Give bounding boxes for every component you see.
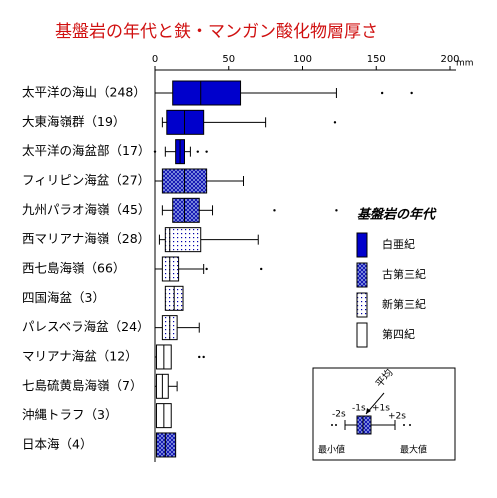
category-label: 太平洋の海盆部（17） bbox=[22, 143, 150, 158]
category-label: フィリピン海盆（27） bbox=[22, 172, 150, 187]
extreme-point bbox=[196, 150, 199, 153]
extreme-point bbox=[380, 91, 384, 95]
category-label: 西七島海嶺（66） bbox=[22, 260, 125, 275]
x-unit: mm bbox=[456, 59, 474, 69]
key-label: +2s bbox=[388, 412, 406, 422]
x-tick-label: 0 bbox=[152, 54, 158, 65]
extreme-point bbox=[202, 355, 205, 359]
legend-label: 第四紀 bbox=[382, 327, 415, 341]
extreme-point bbox=[198, 355, 201, 359]
box bbox=[161, 256, 180, 282]
box bbox=[172, 80, 242, 106]
extreme-point bbox=[333, 121, 337, 124]
x-tick-label: 200 bbox=[440, 54, 459, 65]
extreme-point bbox=[335, 209, 338, 212]
category-label: 西マリアナ海嶺（28） bbox=[22, 231, 150, 246]
category-label: マリアナ海盆（12） bbox=[22, 348, 138, 363]
key-label: +1s bbox=[372, 404, 390, 414]
legend-swatch bbox=[356, 292, 368, 318]
category-label: 大東海嶺群（19） bbox=[22, 114, 125, 129]
key-label: -1s bbox=[352, 404, 366, 414]
x-tick-label: 150 bbox=[367, 54, 386, 65]
key-label: 最小値 bbox=[318, 444, 345, 456]
box bbox=[166, 109, 205, 135]
box bbox=[155, 432, 177, 458]
chart-title: 基盤岩の年代と鉄・マンガン酸化物層厚さ bbox=[55, 22, 378, 42]
extreme-point bbox=[260, 267, 263, 271]
category-label: 四国海盆（3） bbox=[22, 290, 105, 305]
extreme-point bbox=[205, 150, 208, 153]
extreme-point bbox=[153, 150, 157, 153]
category-label: 太平洋の海山（248） bbox=[22, 85, 146, 100]
category-label: パレスベラ海盆（24） bbox=[22, 319, 150, 334]
box bbox=[172, 197, 200, 223]
extreme-point bbox=[205, 267, 208, 271]
legend-title: 基盤岩の年代 bbox=[357, 207, 437, 223]
extreme-point bbox=[410, 91, 413, 95]
legend-swatch bbox=[356, 262, 368, 288]
legend-swatch bbox=[356, 322, 368, 348]
category-label: 沖縄トラフ（3） bbox=[22, 407, 117, 422]
x-tick-label: 100 bbox=[293, 54, 312, 65]
key: 平均 -2s -1s +1s +2s 最小値 最大値 bbox=[312, 367, 456, 461]
legend-label: 古第三紀 bbox=[382, 267, 426, 281]
legend-label: 新第三紀 bbox=[382, 297, 426, 311]
category-label: 日本海（4） bbox=[22, 436, 92, 451]
extreme-point bbox=[273, 209, 276, 212]
category-label: 七島硫黄島海嶺（7） bbox=[22, 378, 142, 393]
key-label: -2s bbox=[332, 410, 346, 420]
legend-swatch bbox=[356, 232, 368, 258]
key-label: 最大値 bbox=[400, 444, 427, 456]
legend-label: 白亜紀 bbox=[382, 237, 415, 251]
category-label: 九州パラオ海嶺（45） bbox=[22, 202, 150, 217]
box bbox=[164, 227, 202, 253]
x-tick-label: 50 bbox=[222, 54, 235, 65]
